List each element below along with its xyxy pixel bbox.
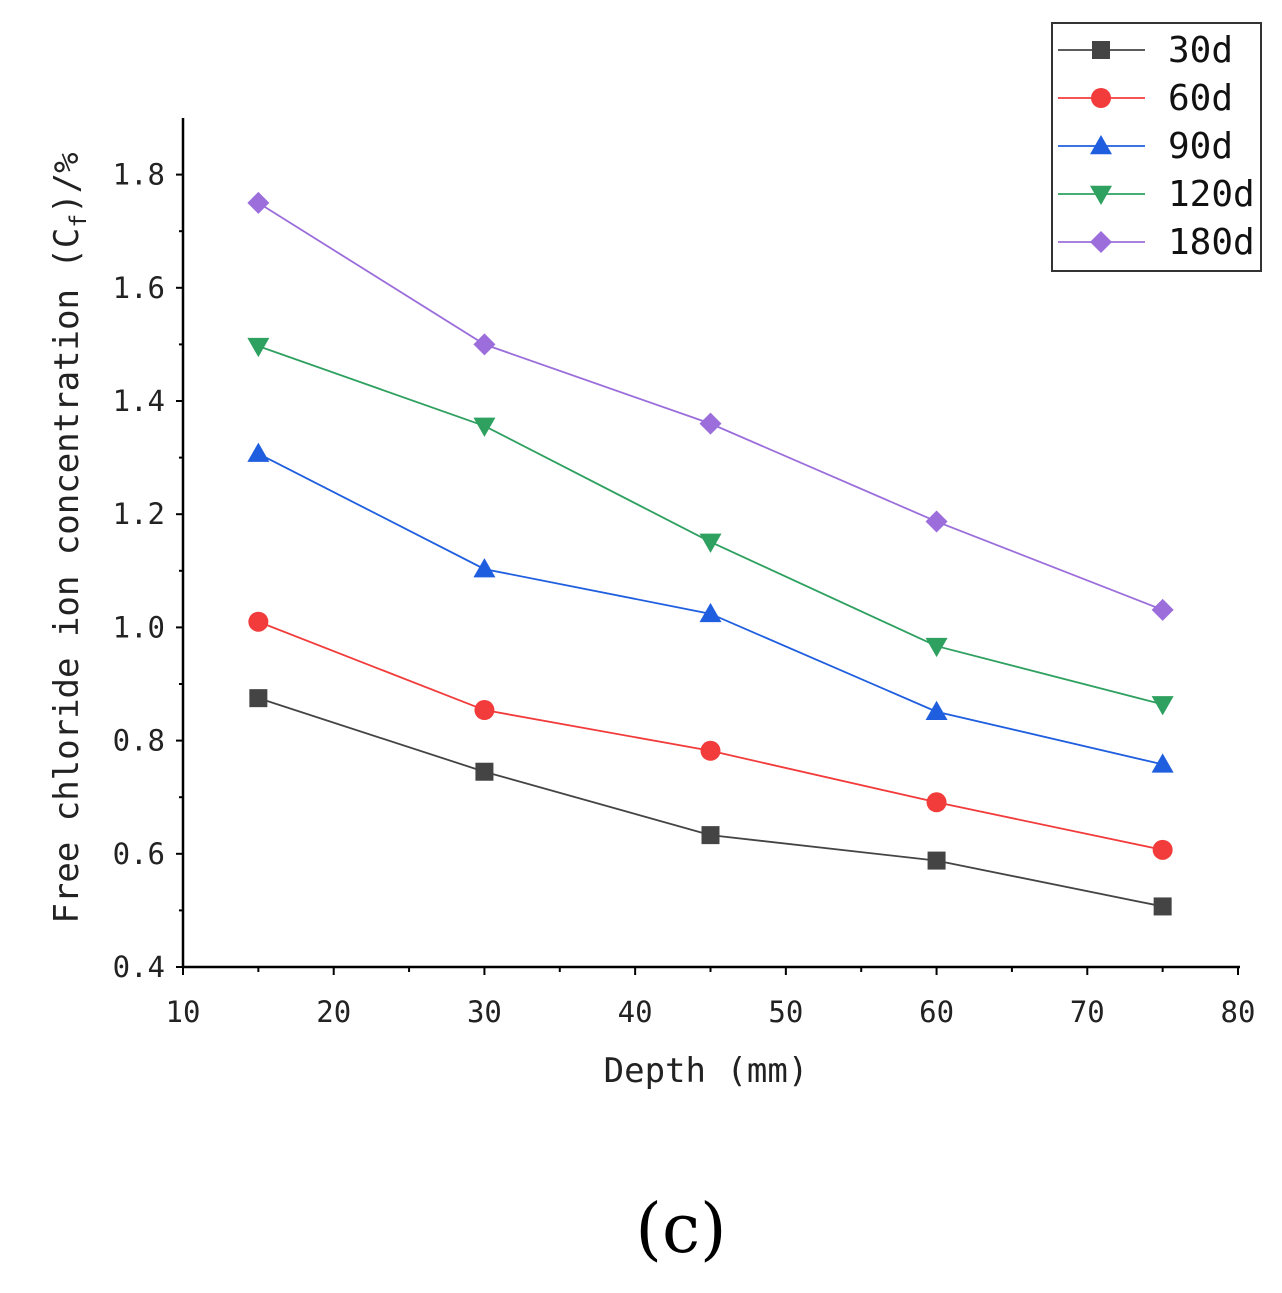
series-60d	[248, 611, 1173, 860]
series-180d	[247, 191, 1174, 621]
series-layer	[247, 191, 1174, 916]
x-tick-label: 70	[1070, 995, 1105, 1029]
y-axis-ticks: 0.4 0.6 0.8 1.0 1.2 1.4 1.6 1.8	[113, 158, 183, 984]
legend: 30d 60d 90d 120d 180d	[1051, 22, 1262, 272]
x-tick-label: 20	[316, 995, 351, 1029]
data-point-60d	[474, 700, 495, 721]
data-point-120d	[699, 533, 722, 553]
data-point-60d	[1152, 839, 1173, 860]
data-point-30d	[927, 851, 946, 870]
data-point-120d	[1151, 696, 1174, 716]
data-point-90d	[1151, 753, 1174, 773]
legend-marker	[1091, 88, 1111, 108]
series-30d	[249, 689, 1172, 916]
panel-label: (c)	[635, 1190, 726, 1269]
data-point-180d	[699, 412, 722, 435]
legend-label: 30d	[1168, 30, 1233, 71]
y-axis-title: Free chloride ion concentration (Cf)/%	[47, 152, 92, 923]
legend-marker	[1090, 135, 1112, 155]
data-point-180d	[925, 510, 948, 533]
y-tick-label: 0.8	[113, 724, 165, 758]
data-point-60d	[700, 740, 721, 761]
legend-label: 180d	[1168, 222, 1255, 263]
legend-item-120d: 120d	[1058, 174, 1255, 215]
series-line-60d	[258, 620, 1163, 851]
series-120d	[247, 337, 1174, 716]
x-tick-label: 40	[618, 995, 653, 1029]
x-tick-label: 10	[166, 995, 201, 1029]
y-tick-label: 0.4	[113, 950, 165, 984]
data-point-180d	[473, 333, 496, 356]
legend-box	[1051, 22, 1262, 272]
y-tick-label: 0.6	[113, 837, 165, 871]
data-point-90d	[925, 700, 948, 720]
data-point-180d	[247, 191, 270, 214]
legend-marker	[1092, 41, 1110, 59]
legend-marker	[1090, 185, 1112, 205]
x-tick-label: 50	[768, 995, 803, 1029]
data-point-30d	[249, 689, 268, 708]
series-line-30d	[258, 697, 1163, 908]
data-point-30d	[1153, 897, 1172, 916]
legend-item-90d: 90d	[1058, 126, 1233, 167]
data-point-90d	[473, 558, 496, 578]
x-tick-label: 30	[467, 995, 502, 1029]
y-tick-label: 1.4	[113, 384, 165, 418]
series-90d	[247, 442, 1174, 773]
data-point-60d	[248, 611, 269, 632]
legend-item-180d: 180d	[1058, 222, 1255, 263]
legend-label: 120d	[1168, 174, 1255, 215]
data-point-60d	[926, 792, 947, 813]
data-point-120d	[247, 337, 270, 358]
legend-label: 90d	[1168, 126, 1233, 167]
y-tick-label: 1.8	[113, 158, 165, 192]
data-point-90d	[247, 442, 270, 462]
x-axis-ticks: 10 20 30 40 50 60 70 80	[166, 967, 1256, 1029]
data-point-120d	[473, 417, 496, 437]
y-tick-label: 1.0	[113, 610, 165, 644]
y-minor-ticks	[179, 230, 183, 912]
data-point-30d	[475, 762, 494, 781]
legend-label: 60d	[1168, 78, 1233, 119]
x-tick-label: 60	[919, 995, 954, 1029]
data-point-30d	[701, 826, 720, 845]
x-axis-title: Depth (mm)	[604, 1051, 809, 1091]
legend-marker	[1090, 231, 1112, 253]
legend-item-60d: 60d	[1058, 78, 1233, 119]
data-point-120d	[925, 637, 948, 658]
x-tick-label: 80	[1221, 995, 1256, 1029]
data-point-90d	[699, 602, 722, 623]
data-point-180d	[1151, 598, 1174, 621]
y-tick-label: 1.2	[113, 497, 165, 531]
series-line-120d	[258, 345, 1163, 706]
y-tick-label: 1.6	[113, 271, 165, 305]
legend-item-30d: 30d	[1058, 30, 1233, 71]
